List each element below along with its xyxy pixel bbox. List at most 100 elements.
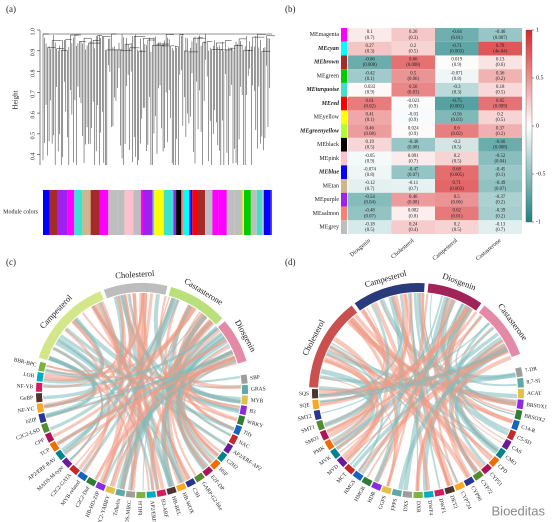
gene-arc (434, 488, 445, 497)
heat-cell (435, 110, 479, 125)
module-stripe (173, 190, 177, 235)
gene-arc (156, 489, 167, 497)
cell-value: -0.13 (495, 222, 506, 227)
module-stripe (57, 190, 68, 235)
heat-cell (478, 220, 522, 234)
cell-p-value: (0.5) (452, 159, 462, 164)
colorbar-tick-label: -1 (536, 219, 541, 225)
module-stripe (226, 190, 235, 235)
cell-p-value: (0.01) (451, 214, 463, 219)
chord (46, 292, 144, 373)
gene-arc (44, 432, 55, 443)
cell-value: 0.5 (410, 71, 417, 76)
gene-arc (515, 367, 523, 378)
heat-cell (348, 206, 392, 221)
row-label: MEtan (323, 183, 339, 189)
module-swatch (341, 137, 347, 152)
heat-cell (391, 82, 435, 97)
gene-label: Tify (242, 429, 253, 439)
cell-value: -0.71 (452, 44, 463, 49)
module-stripe (250, 190, 257, 235)
heat-cell (478, 55, 522, 70)
heat-cell (435, 82, 479, 97)
gene-arc (194, 472, 205, 483)
heat-cell (478, 82, 522, 97)
cell-value: 0.5 (454, 195, 461, 200)
gene-label: DET2 (448, 495, 458, 510)
gene-arc (36, 372, 44, 382)
gene-arc (61, 457, 73, 469)
heat-cell (435, 28, 479, 42)
row-label: MEred (321, 101, 340, 107)
gene-label: FPPS (390, 498, 398, 511)
chord (52, 348, 103, 461)
trait-arc (168, 286, 223, 325)
cell-p-value: (0.5) (496, 91, 506, 96)
cell-p-value: (0.9) (409, 132, 419, 137)
module-stripe (154, 190, 164, 235)
heat-cell (478, 179, 522, 193)
gene-label: SQS (299, 391, 309, 397)
trait-arc (478, 305, 521, 357)
chord (120, 339, 229, 490)
module-stripe (82, 190, 91, 235)
module-swatch (341, 82, 347, 97)
cell-value: 0.78 (496, 44, 505, 49)
chord (43, 317, 105, 384)
chord (43, 295, 124, 388)
heat-cell (435, 137, 479, 152)
cell-value: -0.45 (495, 167, 506, 172)
cell-p-value: (0.2) (496, 77, 506, 82)
gene-label: DWF1 (437, 498, 446, 514)
gene-label: CPD (496, 464, 508, 476)
cell-value: 0.46 (366, 126, 375, 131)
cell-value: -0.66 (495, 140, 506, 145)
gene-arc (223, 442, 234, 454)
gene-label: GGPS (378, 495, 388, 510)
gene-label: SMT1 (301, 424, 316, 434)
heat-cell (435, 151, 479, 166)
module-stripe (262, 190, 264, 235)
cell-p-value: (0.5) (452, 146, 462, 151)
module-stripe (43, 190, 50, 235)
module-stripe (267, 190, 271, 235)
cell-p-value: (0.07) (407, 173, 419, 178)
gene-arc (330, 447, 341, 459)
gene-label: bZIP (25, 417, 37, 426)
cell-value: -0.37 (495, 195, 506, 200)
cell-p-value: (0.008) (493, 146, 507, 151)
heat-cell (391, 192, 435, 207)
row-label: MEcyan (317, 46, 340, 52)
cell-value: 0.36 (496, 71, 505, 76)
gene-arc (514, 409, 523, 420)
gene-arc (125, 490, 136, 498)
heat-cell (478, 28, 522, 42)
heat-cell (435, 179, 479, 193)
gene-label: CYP72 (479, 479, 493, 496)
cell-p-value: (0.02) (364, 104, 376, 109)
cell-value: -0.56 (452, 113, 463, 118)
gene-arc (105, 485, 116, 495)
gene-arc (176, 482, 187, 492)
row-label: MEgreen (317, 73, 339, 79)
cell-value: -0.071 (451, 71, 464, 76)
gene-arc (488, 456, 500, 467)
heat-cell (435, 55, 479, 70)
cell-p-value: (0.3) (365, 49, 375, 54)
gene-arc (381, 485, 392, 495)
cell-value: -0.18 (365, 222, 376, 227)
cell-value: 0.68 (453, 167, 462, 172)
heat-cell (478, 192, 522, 207)
module-swatch (341, 179, 347, 193)
cell-p-value: (0.9) (409, 118, 419, 123)
cell-value: -0.48 (365, 209, 376, 214)
cell-p-value: (0.5) (452, 228, 462, 233)
cell-p-value: (0.8) (409, 214, 419, 219)
cell-value: -0.05 (365, 154, 376, 159)
cell-p-value: (0.03) (451, 118, 463, 123)
gene-label: C3H (191, 487, 201, 499)
row-label: MEblue (318, 170, 339, 176)
chords (43, 292, 241, 492)
chord (339, 327, 495, 453)
cell-value: 0.2 (454, 222, 461, 227)
